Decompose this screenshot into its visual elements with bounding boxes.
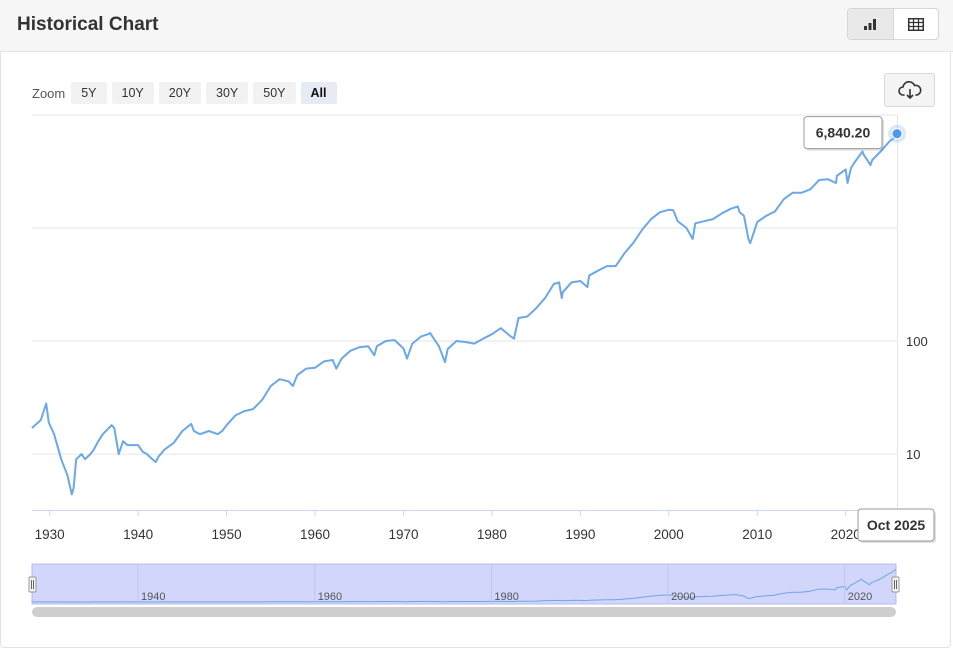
cloud-download-icon	[897, 81, 921, 99]
export-button[interactable]	[884, 73, 935, 107]
table-icon	[907, 17, 924, 31]
chart-header: Historical Chart	[0, 0, 953, 52]
zoom-10y-button[interactable]: 10Y	[111, 82, 154, 104]
zoom-all-button[interactable]: All	[300, 82, 337, 104]
view-toggle	[847, 8, 939, 40]
zoom-20y-button[interactable]: 20Y	[158, 82, 202, 104]
chart-view-button[interactable]	[848, 9, 894, 39]
bar-chart-icon	[864, 19, 877, 30]
zoom-30y-button[interactable]: 30Y	[206, 82, 249, 104]
zoom-label: Zoom	[32, 85, 66, 101]
table-view-button[interactable]	[894, 9, 939, 39]
zoom-bar: Zoom 5Y 10Y 20Y 30Y 50Y All	[32, 82, 342, 104]
zoom-50y-button[interactable]: 50Y	[253, 82, 296, 104]
zoom-5y-button[interactable]: 5Y	[71, 82, 107, 104]
chart-title: Historical Chart	[17, 14, 159, 35]
